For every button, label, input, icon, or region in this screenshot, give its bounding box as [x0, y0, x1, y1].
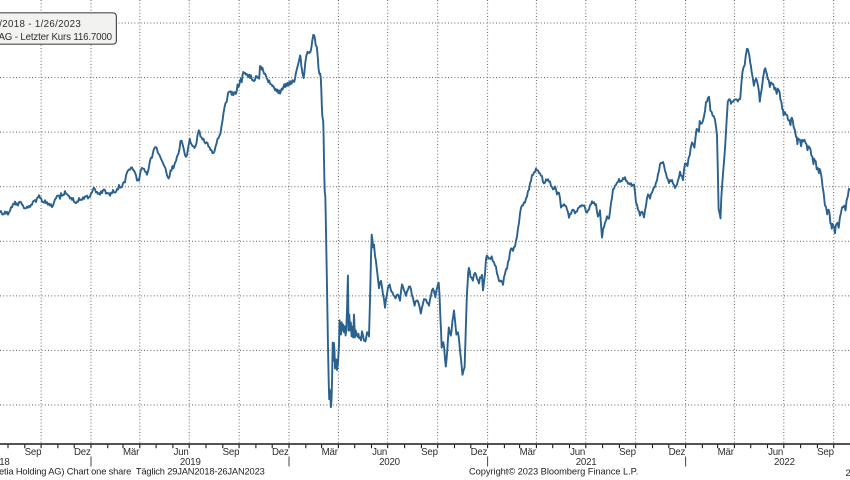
svg-text:2018: 2018	[0, 457, 10, 468]
svg-text:/2018 - 1/26/2023: /2018 - 1/26/2023	[0, 19, 81, 30]
svg-text:Jun: Jun	[570, 447, 585, 458]
svg-text:26: 26	[846, 468, 850, 478]
svg-text:Dez: Dez	[272, 447, 289, 458]
svg-text:Sep: Sep	[421, 447, 438, 458]
svg-text:Jun: Jun	[768, 447, 783, 458]
svg-text:Copyright© 2023 Bloomberg Fina: Copyright© 2023 Bloomberg Finance L.P.	[469, 467, 638, 477]
svg-text:Sep: Sep	[223, 447, 240, 458]
svg-text:Sep: Sep	[619, 447, 636, 458]
svg-text:AG - Letzter Kurs 116.7000: AG - Letzter Kurs 116.7000	[0, 32, 113, 43]
svg-text:Dez: Dez	[471, 447, 488, 458]
svg-text:Mär: Mär	[718, 447, 735, 458]
svg-text:Mär: Mär	[520, 447, 537, 458]
svg-text:2021: 2021	[576, 457, 597, 468]
svg-text:Jun: Jun	[372, 447, 387, 458]
svg-text:2020: 2020	[379, 457, 401, 468]
svg-text:Jun: Jun	[174, 447, 189, 458]
svg-text:Sep: Sep	[25, 447, 42, 458]
svg-text:etia Holding AG) Chart one sha: etia Holding AG) Chart one share Täglich…	[0, 467, 265, 477]
svg-text:Dez: Dez	[74, 447, 91, 458]
svg-text:Dez: Dez	[669, 447, 686, 458]
svg-text:2022: 2022	[774, 457, 795, 468]
svg-text:Mär: Mär	[123, 447, 140, 458]
svg-text:Mär: Mär	[322, 447, 339, 458]
svg-text:2019: 2019	[180, 457, 201, 468]
svg-text:Sep: Sep	[817, 447, 834, 458]
